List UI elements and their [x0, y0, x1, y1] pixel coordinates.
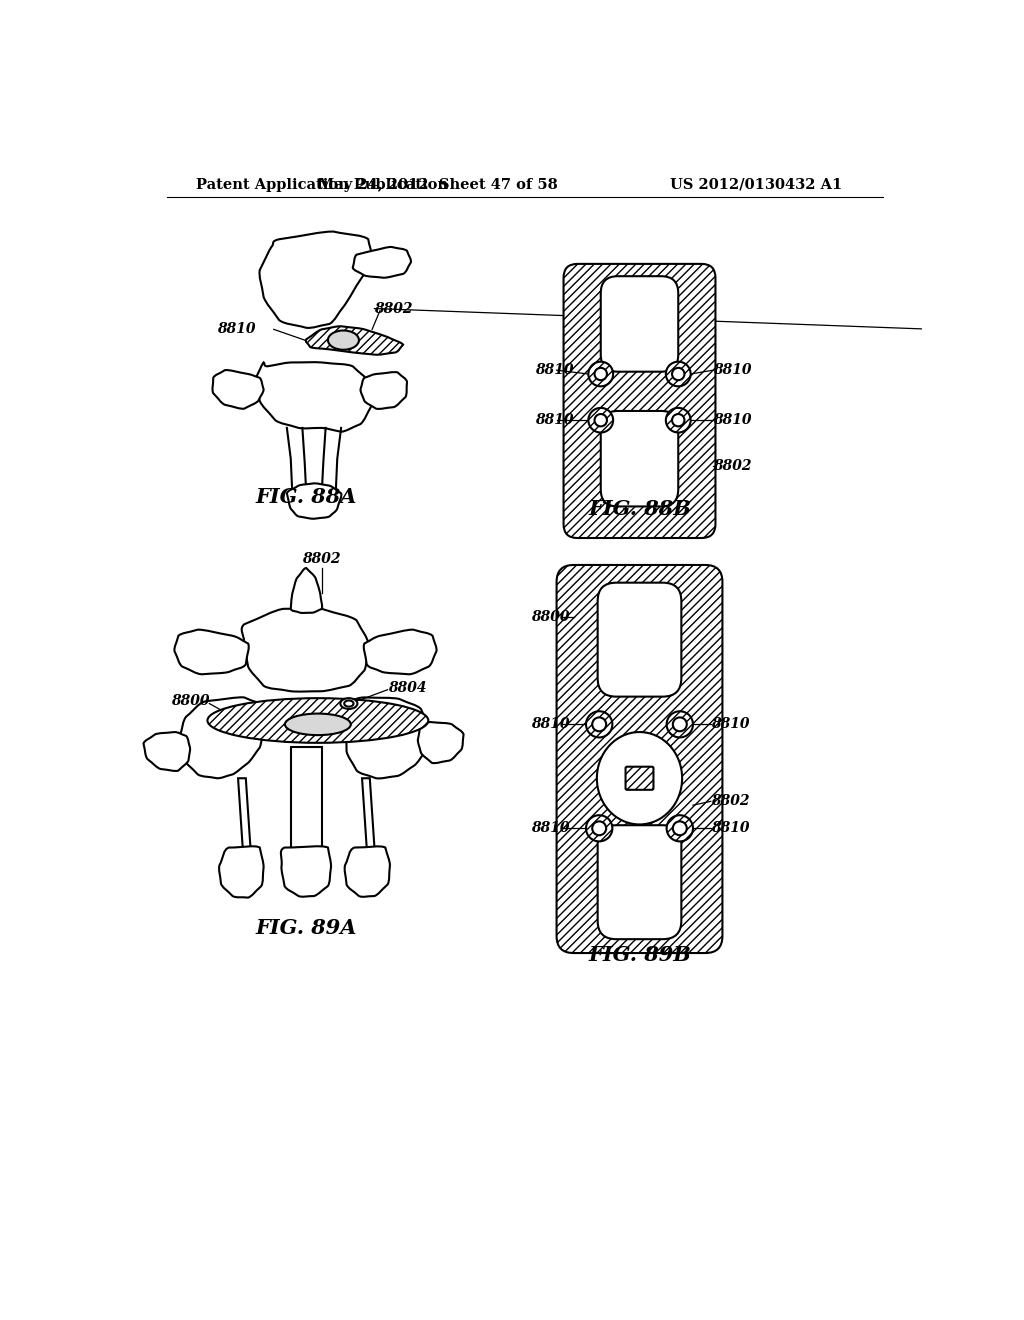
PathPatch shape [345, 846, 390, 896]
Ellipse shape [597, 733, 682, 825]
PathPatch shape [306, 326, 403, 355]
PathPatch shape [212, 370, 263, 409]
Circle shape [667, 816, 693, 841]
PathPatch shape [174, 630, 249, 675]
Ellipse shape [285, 714, 351, 735]
Text: FIG. 89B: FIG. 89B [588, 945, 691, 965]
Circle shape [592, 821, 606, 836]
Text: 8810: 8810 [711, 821, 750, 836]
Circle shape [589, 362, 613, 387]
Ellipse shape [328, 330, 359, 350]
Text: 8810: 8810 [711, 717, 750, 731]
Text: 8800: 8800 [171, 694, 209, 709]
PathPatch shape [180, 697, 263, 779]
Text: May 24, 2012  Sheet 47 of 58: May 24, 2012 Sheet 47 of 58 [318, 178, 558, 191]
Ellipse shape [340, 698, 357, 709]
Polygon shape [362, 779, 375, 847]
PathPatch shape [143, 733, 190, 771]
PathPatch shape [256, 701, 291, 737]
Circle shape [666, 408, 690, 433]
Text: 8810: 8810 [531, 821, 569, 836]
Circle shape [595, 368, 607, 380]
FancyBboxPatch shape [601, 411, 678, 507]
PathPatch shape [242, 609, 369, 692]
Text: 8802: 8802 [302, 552, 341, 566]
Circle shape [667, 711, 693, 738]
FancyBboxPatch shape [626, 767, 653, 789]
PathPatch shape [418, 722, 464, 763]
Text: FIG. 88B: FIG. 88B [588, 499, 691, 519]
FancyBboxPatch shape [563, 264, 716, 539]
PathPatch shape [291, 568, 323, 612]
Text: US 2012/0130432 A1: US 2012/0130432 A1 [671, 178, 843, 191]
Ellipse shape [208, 698, 428, 743]
Text: 8802: 8802 [713, 459, 752, 474]
Text: 8810: 8810 [713, 413, 752, 428]
Text: 8802: 8802 [375, 301, 413, 315]
Polygon shape [291, 747, 322, 847]
FancyBboxPatch shape [598, 582, 681, 697]
Circle shape [586, 816, 612, 841]
PathPatch shape [281, 846, 331, 896]
PathPatch shape [352, 247, 411, 277]
Text: 8804: 8804 [388, 681, 426, 696]
Circle shape [595, 414, 607, 426]
PathPatch shape [287, 483, 341, 519]
Text: 8802: 8802 [711, 795, 750, 808]
Circle shape [672, 368, 684, 380]
FancyBboxPatch shape [598, 825, 681, 940]
FancyBboxPatch shape [601, 276, 678, 372]
PathPatch shape [256, 362, 373, 432]
Circle shape [666, 362, 690, 387]
PathPatch shape [259, 231, 373, 327]
Text: 8810: 8810 [535, 363, 573, 378]
Circle shape [673, 821, 687, 836]
PathPatch shape [360, 372, 407, 409]
Polygon shape [238, 779, 251, 847]
Text: FIG. 88A: FIG. 88A [256, 487, 357, 507]
Ellipse shape [344, 701, 353, 706]
Text: 8810: 8810 [535, 413, 573, 428]
Text: Patent Application Publication: Patent Application Publication [197, 178, 449, 191]
Circle shape [592, 718, 606, 731]
Text: 8810: 8810 [217, 322, 256, 337]
PathPatch shape [364, 630, 436, 675]
Text: FIG. 89A: FIG. 89A [256, 919, 357, 939]
Text: 8810: 8810 [713, 363, 752, 378]
Circle shape [673, 718, 687, 731]
PathPatch shape [219, 846, 263, 898]
PathPatch shape [346, 697, 429, 779]
Circle shape [589, 408, 613, 433]
FancyBboxPatch shape [557, 565, 722, 953]
Circle shape [672, 414, 684, 426]
Text: 8800: 8800 [531, 610, 569, 623]
Circle shape [586, 711, 612, 738]
Text: 8810: 8810 [531, 717, 569, 731]
